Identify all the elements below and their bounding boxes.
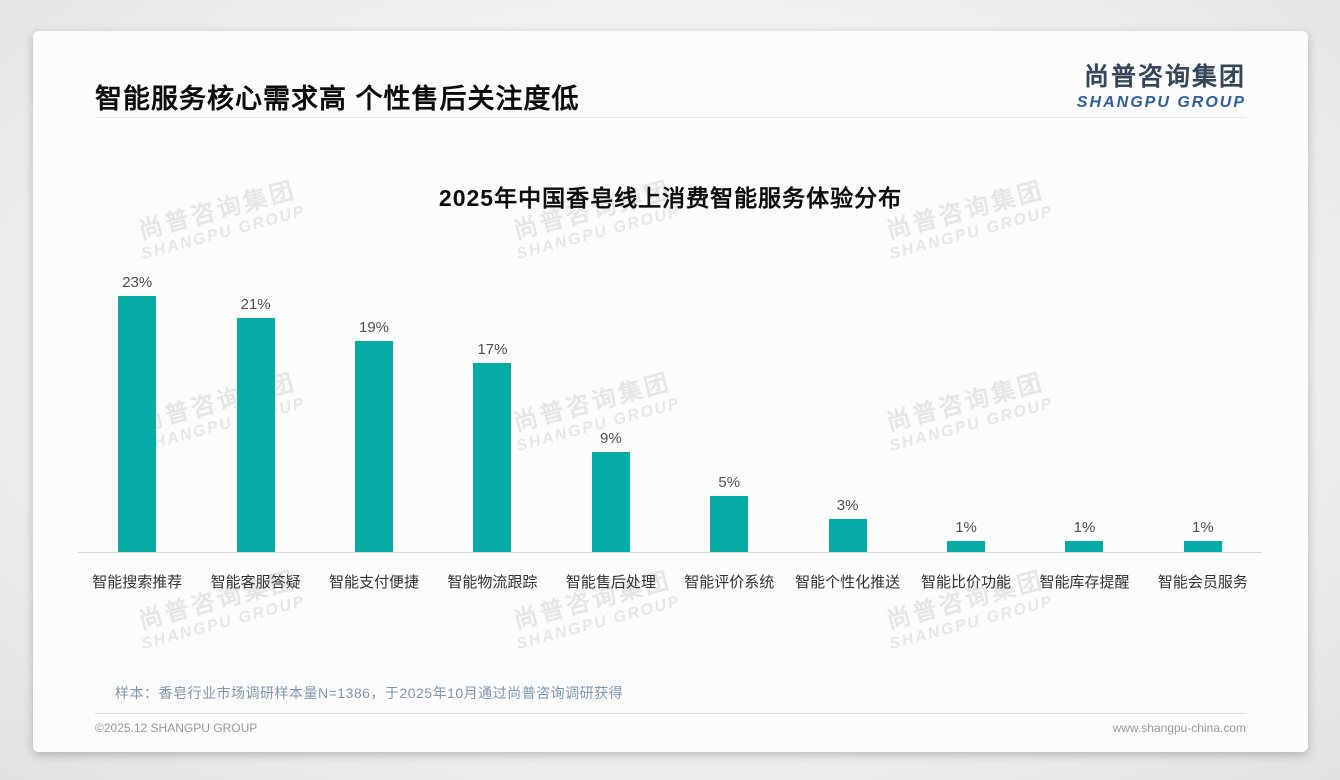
bar [1065, 541, 1104, 552]
bar-value-label: 21% [240, 296, 271, 313]
x-axis-label: 智能售后处理 [565, 574, 656, 591]
x-axis-label: 智能个性化推送 [795, 574, 901, 591]
copyright-text: ©2025.12 SHANGPU GROUP [95, 721, 258, 735]
bar [828, 519, 867, 552]
bar-value-label: 1% [1192, 519, 1214, 536]
logo-text-en: SHANGPU GROUP [1076, 94, 1246, 111]
company-logo: 尚普咨询集团 SHANGPU GROUP [1077, 57, 1246, 112]
logo-text-cn: 尚普咨询集团 [1083, 63, 1246, 91]
bar-value-label: 3% [836, 497, 859, 514]
x-axis-label: 智能物流跟踪 [447, 574, 538, 591]
bar-value-label: 5% [718, 474, 741, 491]
bar-column: 5% [670, 272, 788, 552]
x-axis-label: 智能会员服务 [1157, 574, 1248, 591]
x-axis-label: 智能评价系统 [684, 574, 775, 591]
x-axis-label: 智能库存提醒 [1039, 574, 1130, 591]
bar-value-label: 17% [477, 341, 508, 358]
bar-column: 1% [907, 272, 1025, 552]
bar [236, 318, 275, 552]
bar-column: 9% [552, 272, 670, 552]
sample-footnote: 样本：香皂行业市场调研样本量N=1386，于2025年10月通过尚普咨询调研获得 [115, 685, 624, 701]
x-axis-label: 智能比价功能 [921, 574, 1012, 591]
bar [1183, 541, 1222, 552]
chart-title: 2025年中国香皂线上消费智能服务体验分布 [438, 185, 903, 211]
bar [947, 541, 986, 552]
x-axis-label: 智能搜索推荐 [92, 574, 183, 591]
bar-column: 1% [1144, 272, 1262, 552]
bar-column: 17% [433, 272, 551, 552]
bar-column: 3% [788, 272, 906, 552]
x-axis-labels: 智能搜索推荐 智能客服答疑 智能支付便捷 智能物流跟踪 智能售后处理 智能评价系统 智能个性… [78, 571, 1262, 592]
bar-value-label: 9% [599, 430, 622, 447]
bar-column: 21% [196, 272, 314, 552]
footer-row: ©2025.12 SHANGPU GROUP www.shangpu-china… [95, 721, 1246, 735]
page-title: 智能服务核心需求高 个性售后关注度低 [95, 84, 580, 114]
bar-column: 19% [315, 272, 433, 552]
website-text: www.shangpu-china.com [1112, 721, 1246, 735]
bar-column: 1% [1025, 272, 1143, 552]
x-axis-label: 智能客服答疑 [210, 574, 301, 591]
x-axis-label: 智能支付便捷 [329, 574, 420, 591]
footer-divider [95, 713, 1246, 714]
bar-chart: 23% 21% 19% 17% 9% 5% 3% 1% 1% 1% [78, 272, 1262, 553]
bar-value-label: 23% [122, 274, 153, 291]
bar-value-label: 1% [1073, 519, 1096, 536]
header-divider [95, 117, 1246, 118]
bar-column: 23% [78, 272, 196, 552]
slide-card: 尚普咨询集团 SHANGPU GROUP 尚普咨询集团 SHANGPU GROUP 尚普… [33, 31, 1308, 752]
bar [355, 341, 394, 552]
bar [473, 363, 512, 552]
bar [710, 496, 749, 552]
bar [591, 452, 630, 552]
bar [118, 296, 157, 552]
bar-value-label: 19% [359, 319, 390, 336]
bar-value-label: 1% [955, 519, 977, 536]
